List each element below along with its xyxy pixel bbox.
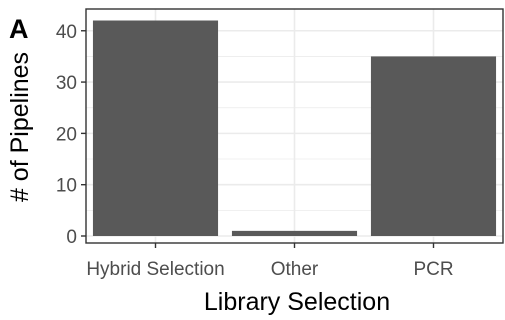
y-tick-label: 30 — [56, 73, 77, 94]
y-tick-label: 20 — [56, 124, 77, 145]
x-axis: Hybrid Selection Other PCR — [86, 243, 454, 280]
bar — [92, 20, 219, 236]
y-tick-label: 0 — [66, 227, 77, 248]
bar — [231, 230, 358, 236]
y-axis: 0 10 20 30 40 — [56, 22, 86, 248]
y-tick-label: 10 — [56, 176, 77, 197]
bars — [92, 20, 497, 236]
x-tick-label: Other — [271, 259, 319, 280]
bar — [370, 56, 497, 236]
y-tick-label: 40 — [56, 22, 77, 43]
x-tick-label: PCR — [413, 259, 453, 280]
x-tick-label: Hybrid Selection — [86, 259, 224, 280]
y-axis-title: # of Pipelines — [6, 52, 34, 202]
x-axis-title: Library Selection — [204, 288, 390, 316]
panel-tag: A — [9, 14, 29, 44]
